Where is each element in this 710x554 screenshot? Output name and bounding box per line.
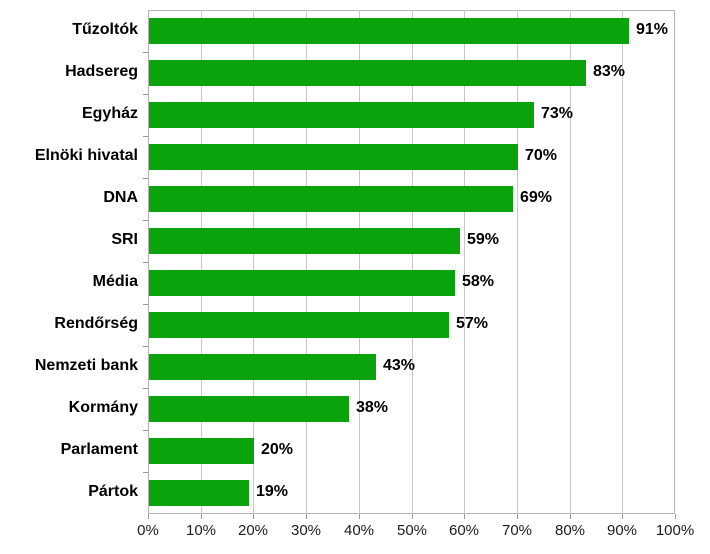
x-tick-label: 50% bbox=[396, 522, 428, 539]
bar bbox=[149, 270, 455, 296]
x-tick-label: 100% bbox=[655, 522, 695, 539]
x-axis-tick bbox=[359, 514, 360, 519]
category-label: Tűzoltók bbox=[72, 21, 138, 38]
category-label: Nemzeti bank bbox=[34, 357, 138, 374]
x-axis-tick bbox=[148, 514, 149, 519]
y-axis-tick bbox=[143, 346, 148, 347]
category-label: Pártok bbox=[88, 483, 138, 500]
category-label: Rendőrség bbox=[54, 315, 138, 332]
gridline bbox=[464, 10, 465, 514]
y-axis-tick bbox=[143, 220, 148, 221]
value-label: 20% bbox=[261, 441, 294, 458]
bar bbox=[149, 60, 586, 86]
value-label: 83% bbox=[593, 63, 626, 80]
x-tick-label: 30% bbox=[290, 522, 322, 539]
bar bbox=[149, 228, 460, 254]
x-tick-label: 20% bbox=[237, 522, 269, 539]
x-axis-tick bbox=[675, 514, 676, 519]
value-label: 91% bbox=[636, 21, 669, 38]
value-label: 43% bbox=[383, 357, 416, 374]
bar bbox=[149, 438, 254, 464]
category-label: Kormány bbox=[68, 399, 138, 416]
x-tick-label: 40% bbox=[343, 522, 375, 539]
category-label: SRI bbox=[111, 231, 138, 248]
gridline bbox=[253, 10, 254, 514]
x-axis-tick bbox=[201, 514, 202, 519]
y-axis-tick bbox=[143, 430, 148, 431]
bar bbox=[149, 144, 518, 170]
value-label: 70% bbox=[525, 147, 558, 164]
gridline bbox=[359, 10, 360, 514]
value-label: 38% bbox=[356, 399, 389, 416]
category-label: DNA bbox=[103, 189, 138, 206]
y-axis-tick bbox=[143, 304, 148, 305]
category-label: Egyház bbox=[81, 105, 138, 122]
x-tick-label: 70% bbox=[501, 522, 533, 539]
category-label: Média bbox=[92, 273, 138, 290]
x-axis-tick bbox=[464, 514, 465, 519]
gridline bbox=[201, 10, 202, 514]
y-axis-tick bbox=[143, 262, 148, 263]
bar bbox=[149, 312, 449, 338]
bar bbox=[149, 354, 376, 380]
bar bbox=[149, 186, 513, 212]
value-label: 73% bbox=[541, 105, 574, 122]
y-axis-tick bbox=[143, 136, 148, 137]
value-label: 58% bbox=[462, 273, 495, 290]
gridline bbox=[570, 10, 571, 514]
bar bbox=[149, 396, 349, 422]
x-axis-tick bbox=[412, 514, 413, 519]
category-label: Parlament bbox=[60, 441, 138, 458]
x-axis-tick bbox=[306, 514, 307, 519]
bar bbox=[149, 102, 534, 128]
category-label: Hadsereg bbox=[65, 63, 138, 80]
plot-area bbox=[148, 10, 675, 514]
x-tick-label: 90% bbox=[606, 522, 638, 539]
bar bbox=[149, 480, 249, 506]
value-label: 57% bbox=[456, 315, 489, 332]
x-axis-tick bbox=[622, 514, 623, 519]
x-tick-label: 60% bbox=[448, 522, 480, 539]
y-axis-tick bbox=[143, 178, 148, 179]
x-tick-label: 0% bbox=[137, 522, 159, 539]
gridline bbox=[517, 10, 518, 514]
x-axis-tick bbox=[253, 514, 254, 519]
gridline bbox=[306, 10, 307, 514]
value-label: 59% bbox=[467, 231, 500, 248]
category-label: Elnöki hivatal bbox=[34, 147, 138, 164]
x-axis-tick bbox=[517, 514, 518, 519]
gridline bbox=[622, 10, 623, 514]
value-label: 69% bbox=[520, 189, 553, 206]
bar bbox=[149, 18, 629, 44]
x-tick-label: 10% bbox=[185, 522, 217, 539]
value-label: 19% bbox=[256, 483, 289, 500]
y-axis-tick bbox=[143, 472, 148, 473]
y-axis-tick bbox=[143, 388, 148, 389]
y-axis-tick bbox=[143, 94, 148, 95]
x-tick-label: 80% bbox=[554, 522, 586, 539]
gridline bbox=[412, 10, 413, 514]
y-axis-tick bbox=[143, 52, 148, 53]
x-axis-tick bbox=[570, 514, 571, 519]
